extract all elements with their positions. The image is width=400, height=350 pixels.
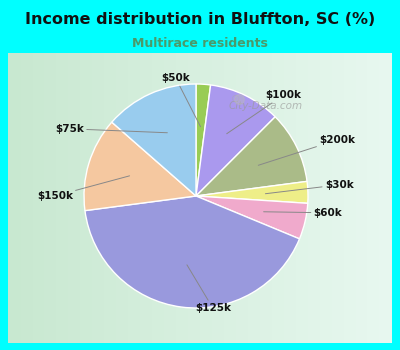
Text: $200k: $200k bbox=[258, 135, 355, 165]
Text: $100k: $100k bbox=[227, 90, 302, 134]
Wedge shape bbox=[85, 196, 300, 308]
Wedge shape bbox=[84, 122, 196, 211]
Wedge shape bbox=[112, 84, 196, 196]
Text: $150k: $150k bbox=[37, 176, 130, 201]
Wedge shape bbox=[196, 85, 275, 196]
Text: $50k: $50k bbox=[162, 74, 200, 127]
Text: ⊙: ⊙ bbox=[230, 94, 240, 104]
Text: $125k: $125k bbox=[187, 265, 231, 313]
Text: $60k: $60k bbox=[264, 208, 342, 218]
Text: Multirace residents: Multirace residents bbox=[132, 37, 268, 50]
Wedge shape bbox=[196, 84, 211, 196]
Wedge shape bbox=[196, 117, 307, 196]
Text: Income distribution in Bluffton, SC (%): Income distribution in Bluffton, SC (%) bbox=[25, 12, 375, 27]
Wedge shape bbox=[196, 181, 308, 203]
Text: $75k: $75k bbox=[55, 124, 167, 134]
Wedge shape bbox=[196, 196, 308, 239]
Text: City-Data.com: City-Data.com bbox=[228, 101, 302, 111]
Text: $30k: $30k bbox=[266, 180, 354, 194]
